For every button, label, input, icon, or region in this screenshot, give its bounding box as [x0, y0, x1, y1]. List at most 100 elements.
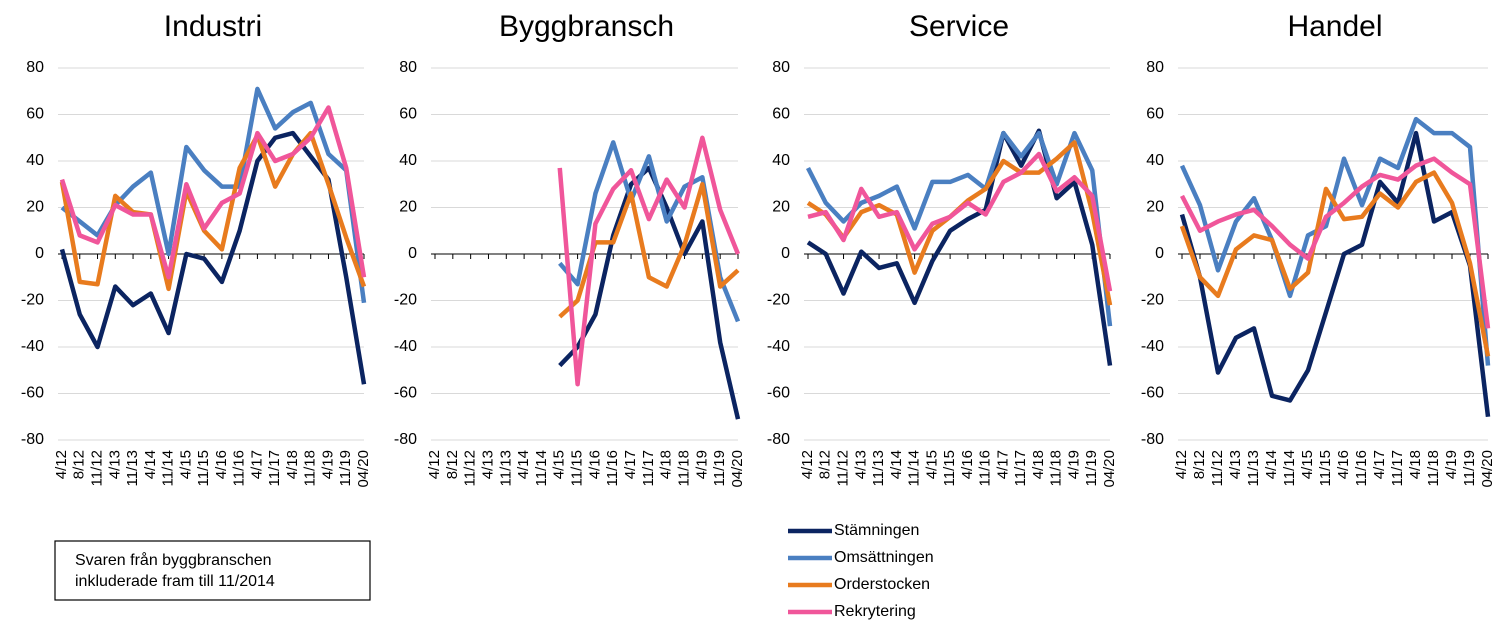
x-tick-label: 4/13 — [1227, 450, 1244, 479]
x-tick-label: 11/17 — [1012, 450, 1029, 486]
y-tick-label: -40 — [21, 338, 44, 355]
x-tick-label: 11/19 — [711, 450, 728, 486]
x-tick-label: 11/18 — [675, 450, 692, 486]
x-tick-label: 04/20 — [355, 450, 372, 488]
series-line — [59, 130, 367, 292]
x-tick-label: 11/13 — [870, 450, 887, 486]
x-tick-label: 11/15 — [941, 450, 958, 486]
series-line — [59, 105, 367, 280]
legend-label: Stämningen — [834, 522, 919, 539]
x-tick-label: 4/13 — [852, 450, 869, 479]
x-tick-label: 04/20 — [1101, 450, 1118, 488]
y-tick-label: -40 — [767, 338, 790, 355]
y-tick-label: -60 — [21, 385, 44, 402]
x-tick-label: 4/17 — [994, 450, 1011, 479]
series-line — [806, 128, 1113, 366]
y-tick-label: -40 — [1141, 338, 1164, 355]
x-tick-label: 11/16 — [231, 450, 248, 486]
x-tick-label: 11/14 — [906, 450, 923, 486]
x-tick-label: 4/12 — [426, 450, 443, 479]
y-tick-label: 20 — [26, 199, 44, 216]
y-tick-label: 60 — [399, 106, 417, 123]
x-tick-label: 04/20 — [1479, 450, 1496, 488]
x-tick-label: 11/17 — [266, 450, 283, 486]
series-line — [558, 165, 741, 420]
x-tick-label: 11/18 — [1048, 450, 1065, 486]
x-tick-label: 8/12 — [1191, 450, 1208, 479]
chart-title: Byggbransch — [499, 10, 674, 43]
x-tick-label: 4/12 — [799, 450, 816, 479]
y-tick-label: -20 — [767, 292, 790, 309]
x-tick-label: 4/13 — [479, 450, 496, 479]
x-tick-label: 4/14 — [142, 450, 159, 479]
legend-label: Rekrytering — [834, 603, 916, 620]
x-tick-label: 11/12 — [462, 450, 479, 486]
y-tick-label: 60 — [1146, 106, 1164, 123]
x-tick-label: 4/18 — [1030, 450, 1047, 479]
x-tick-label: 4/18 — [284, 450, 301, 479]
x-tick-label: 4/12 — [1173, 450, 1190, 479]
x-tick-label: 4/16 — [213, 450, 230, 479]
y-tick-label: 40 — [26, 152, 44, 169]
x-tick-label: 4/15 — [177, 450, 194, 479]
x-tick-label: 11/18 — [1425, 450, 1442, 486]
series-line — [805, 130, 1113, 327]
x-tick-label: 11/15 — [195, 450, 212, 486]
y-tick-label: 80 — [772, 59, 790, 76]
x-tick-label: 11/16 — [977, 450, 994, 486]
x-tick-label: 4/17 — [1371, 450, 1388, 479]
y-tick-label: 80 — [26, 59, 44, 76]
x-tick-label: 4/19 — [319, 450, 336, 479]
x-tick-label: 11/15 — [1317, 450, 1334, 486]
x-tick-label: 11/13 — [1245, 450, 1262, 486]
x-tick-label: 11/14 — [533, 450, 550, 486]
x-tick-label: 11/19 — [1083, 450, 1100, 486]
x-tick-label: 4/15 — [923, 450, 940, 479]
y-tick-label: 20 — [1146, 199, 1164, 216]
series-line — [1179, 130, 1491, 418]
y-tick-label: -80 — [1141, 431, 1164, 448]
x-tick-label: 11/19 — [1461, 450, 1478, 486]
x-tick-label: 11/16 — [604, 450, 621, 486]
series-line — [1179, 170, 1491, 357]
chart-title: Handel — [1287, 10, 1382, 43]
x-tick-label: 4/18 — [1407, 450, 1424, 479]
y-tick-label: 0 — [408, 245, 417, 262]
y-tick-label: -60 — [394, 385, 417, 402]
x-tick-label: 11/16 — [1353, 450, 1370, 486]
y-tick-label: -80 — [21, 431, 44, 448]
x-tick-label: 4/14 — [888, 450, 905, 479]
y-tick-label: 80 — [1146, 59, 1164, 76]
legend-label: Omsättningen — [834, 549, 934, 566]
y-tick-label: 40 — [772, 152, 790, 169]
y-tick-label: 40 — [1146, 152, 1164, 169]
x-tick-label: 11/18 — [302, 450, 319, 486]
y-tick-label: -80 — [394, 431, 417, 448]
series-line — [1179, 116, 1491, 366]
y-tick-label: 0 — [35, 245, 44, 262]
x-tick-label: 11/13 — [497, 450, 514, 486]
annotation-box — [54, 540, 371, 601]
chart-title: Service — [909, 10, 1009, 43]
chart-title: Industri — [164, 10, 262, 43]
x-tick-label: 4/18 — [658, 450, 675, 479]
x-tick-label: 4/19 — [693, 450, 710, 479]
x-tick-label: 4/14 — [1263, 450, 1280, 479]
series-line — [59, 130, 367, 385]
x-tick-label: 4/15 — [551, 450, 568, 479]
x-tick-label: 4/19 — [1065, 450, 1082, 479]
annotation: Svaren från byggbranschen — [75, 551, 272, 569]
x-tick-label: 4/13 — [106, 450, 123, 479]
x-tick-label: 8/12 — [817, 450, 834, 479]
y-tick-label: -20 — [1141, 292, 1164, 309]
y-tick-label: -80 — [767, 431, 790, 448]
y-tick-label: 60 — [772, 106, 790, 123]
x-tick-label: 11/17 — [640, 450, 657, 486]
x-tick-label: 4/12 — [53, 450, 70, 479]
x-tick-label: 4/14 — [515, 450, 532, 479]
x-tick-label: 4/17 — [622, 450, 639, 479]
series-line — [1180, 156, 1491, 329]
y-tick-label: -60 — [1141, 385, 1164, 402]
y-tick-label: 0 — [781, 245, 790, 262]
